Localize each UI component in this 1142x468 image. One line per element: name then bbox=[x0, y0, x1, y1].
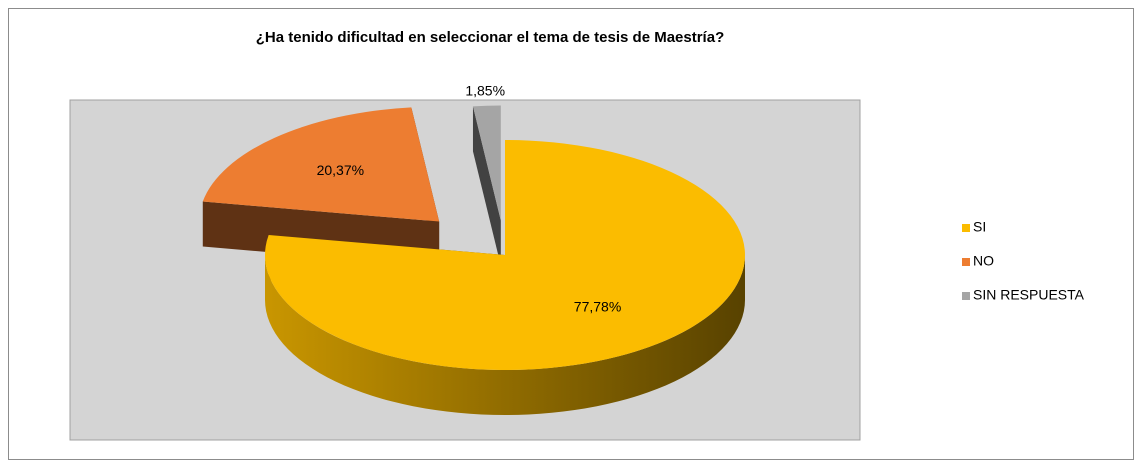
slice bbox=[202, 107, 440, 222]
slice-side bbox=[472, 106, 501, 266]
legend-swatch bbox=[962, 292, 970, 300]
data-label: 77,78% bbox=[574, 299, 621, 315]
slice bbox=[472, 105, 501, 221]
legend-swatch bbox=[962, 258, 970, 266]
legend-label: SIN RESPUESTA bbox=[973, 287, 1085, 303]
legend-label: SI bbox=[973, 219, 986, 235]
legend-swatch bbox=[962, 224, 970, 232]
data-label: 1,85% bbox=[465, 83, 505, 99]
data-label: 20,37% bbox=[317, 162, 364, 178]
legend-label: NO bbox=[973, 253, 994, 269]
chart-title: ¿Ha tenido dificultad en seleccionar el … bbox=[256, 29, 724, 46]
slice-wall bbox=[265, 255, 745, 415]
slice bbox=[265, 140, 746, 370]
